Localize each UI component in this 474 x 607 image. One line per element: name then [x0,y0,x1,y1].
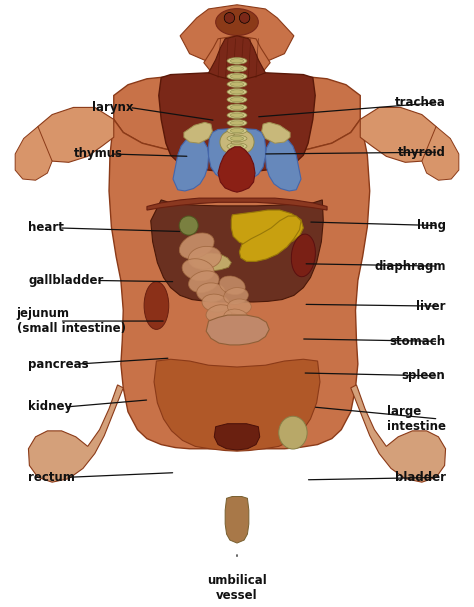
Ellipse shape [206,305,232,322]
Polygon shape [214,424,260,450]
Text: umbilical
vessel: umbilical vessel [207,574,267,602]
Ellipse shape [220,131,243,154]
Ellipse shape [227,97,247,103]
Text: trachea: trachea [395,96,446,109]
Polygon shape [209,129,265,183]
Text: rectum: rectum [28,471,75,484]
Polygon shape [231,210,303,247]
Text: spleen: spleen [402,370,446,382]
Ellipse shape [227,143,247,149]
Ellipse shape [230,59,244,63]
Polygon shape [33,107,114,162]
Polygon shape [184,123,212,143]
Ellipse shape [239,13,250,23]
Polygon shape [173,137,209,191]
Text: thyroid: thyroid [398,146,446,158]
Ellipse shape [224,288,248,305]
Polygon shape [192,253,231,271]
Text: gallbladder: gallbladder [28,274,104,287]
Ellipse shape [230,137,244,141]
Ellipse shape [179,233,214,259]
Polygon shape [159,72,315,172]
Ellipse shape [230,121,244,125]
Polygon shape [351,385,446,482]
Polygon shape [225,497,249,543]
Ellipse shape [230,67,244,71]
Ellipse shape [279,416,307,449]
Polygon shape [15,126,52,180]
Polygon shape [180,5,294,64]
Ellipse shape [227,135,247,141]
Text: larynx: larynx [92,101,134,114]
Polygon shape [262,123,290,143]
Text: stomach: stomach [390,335,446,348]
Ellipse shape [230,106,244,109]
Ellipse shape [230,90,244,94]
Ellipse shape [230,144,244,148]
Ellipse shape [227,89,247,95]
Ellipse shape [230,129,244,133]
Ellipse shape [224,309,248,326]
Ellipse shape [227,66,247,72]
Text: heart: heart [28,222,64,234]
Polygon shape [206,315,269,345]
Ellipse shape [227,120,247,126]
Ellipse shape [219,276,245,294]
Text: large
intestine: large intestine [387,405,446,433]
Ellipse shape [230,113,244,117]
Text: diaphragm: diaphragm [374,260,446,273]
Polygon shape [151,200,323,302]
Ellipse shape [230,74,244,78]
Ellipse shape [231,131,254,154]
Polygon shape [239,216,301,262]
Polygon shape [28,385,123,482]
Text: lung: lung [417,219,446,232]
Ellipse shape [227,73,247,80]
Ellipse shape [188,246,221,270]
Text: pancreas: pancreas [28,358,89,370]
Polygon shape [218,147,255,192]
Polygon shape [360,107,441,162]
Polygon shape [147,198,327,210]
Ellipse shape [197,283,225,302]
Ellipse shape [227,112,247,118]
Polygon shape [204,36,270,76]
Ellipse shape [216,8,258,35]
Text: kidney: kidney [28,401,73,413]
Ellipse shape [292,234,315,277]
Ellipse shape [227,104,247,110]
Ellipse shape [227,58,247,64]
Text: liver: liver [416,300,446,313]
Polygon shape [154,359,320,451]
Ellipse shape [224,13,235,23]
Ellipse shape [182,259,214,281]
Ellipse shape [227,127,247,134]
Polygon shape [114,74,360,154]
Ellipse shape [144,282,169,330]
Polygon shape [422,126,459,180]
Polygon shape [209,36,265,80]
Ellipse shape [230,82,244,86]
Text: jejunum
(small intestine): jejunum (small intestine) [17,307,126,335]
Ellipse shape [230,98,244,102]
Ellipse shape [228,299,251,314]
Text: bladder: bladder [394,471,446,484]
Polygon shape [265,137,301,191]
Ellipse shape [227,81,247,87]
Ellipse shape [202,294,229,312]
Ellipse shape [179,216,198,235]
Text: thymus: thymus [73,148,122,160]
Ellipse shape [189,271,219,293]
Polygon shape [109,120,370,449]
